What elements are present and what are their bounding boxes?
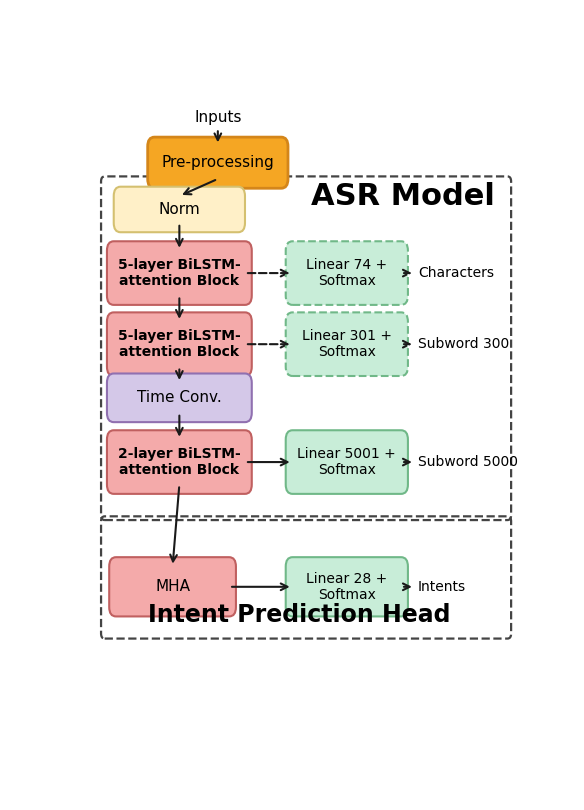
FancyBboxPatch shape <box>107 313 252 376</box>
Text: Linear 301 +
Softmax: Linear 301 + Softmax <box>302 329 392 360</box>
Text: Norm: Norm <box>158 202 200 217</box>
FancyBboxPatch shape <box>286 241 408 305</box>
Text: 5-layer BiLSTM-
attention Block: 5-layer BiLSTM- attention Block <box>118 329 241 360</box>
Text: Time Conv.: Time Conv. <box>137 390 222 405</box>
Text: 5-layer BiLSTM-
attention Block: 5-layer BiLSTM- attention Block <box>118 258 241 288</box>
FancyBboxPatch shape <box>109 557 236 616</box>
FancyBboxPatch shape <box>107 373 252 422</box>
Text: Intent Prediction Head: Intent Prediction Head <box>148 603 450 628</box>
Text: 2-layer BiLSTM-
attention Block: 2-layer BiLSTM- attention Block <box>118 447 241 477</box>
Text: MHA: MHA <box>155 579 190 595</box>
FancyBboxPatch shape <box>286 557 408 616</box>
Text: Pre-processing: Pre-processing <box>161 156 274 170</box>
Text: Intents: Intents <box>418 580 466 594</box>
FancyBboxPatch shape <box>107 430 252 494</box>
Text: Linear 28 +
Softmax: Linear 28 + Softmax <box>306 572 387 602</box>
Text: Characters: Characters <box>418 266 494 280</box>
FancyBboxPatch shape <box>107 241 252 305</box>
Text: Linear 74 +
Softmax: Linear 74 + Softmax <box>306 258 387 288</box>
FancyBboxPatch shape <box>114 186 245 232</box>
Text: Subword 300: Subword 300 <box>418 337 509 352</box>
Text: Subword 5000: Subword 5000 <box>418 455 518 469</box>
Text: Linear 5001 +
Softmax: Linear 5001 + Softmax <box>297 447 396 477</box>
FancyBboxPatch shape <box>286 313 408 376</box>
Text: ASR Model: ASR Model <box>311 182 495 211</box>
FancyBboxPatch shape <box>286 430 408 494</box>
Text: Inputs: Inputs <box>194 110 242 126</box>
FancyBboxPatch shape <box>148 137 288 188</box>
